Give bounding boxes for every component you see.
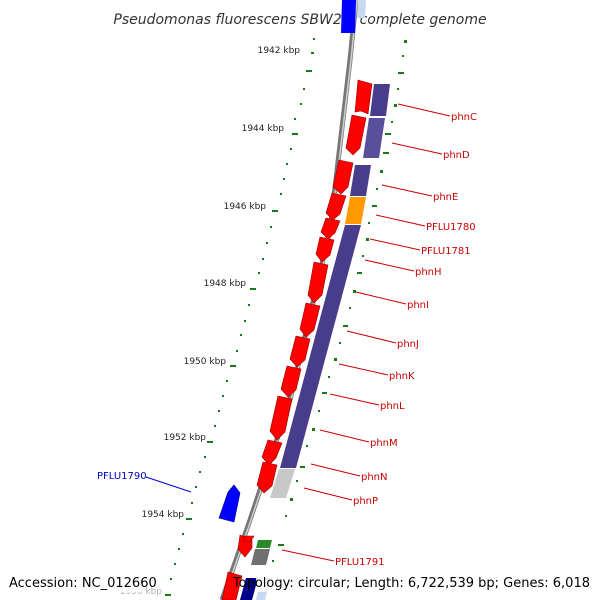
operon-block-phnE[interactable] [350,165,371,196]
feature-green-small[interactable] [256,540,272,548]
leader-phnD [391,142,443,155]
leader-PFLU1791 [281,549,335,562]
footer-backdrop-left [6,572,146,592]
leader-phnN [310,463,361,477]
operon-block-grey[interactable] [270,469,295,498]
leader-phnI [355,291,407,305]
gene-leader-lines [281,103,451,562]
orange-gene-PFLU1780[interactable] [345,197,366,224]
cds-phnP[interactable] [256,461,278,494]
gene-label-phnL[interactable]: phnL [380,401,405,412]
gene-label-phnC[interactable]: phnC [451,112,477,123]
leader-phnH [364,259,415,272]
footer-backdrop-right [256,572,596,592]
gene-label-PFLU1780[interactable]: PFLU1780 [426,222,476,233]
tick-label-1946: 1946 kbp [224,202,267,212]
gene-label-phnI[interactable]: phnI [407,300,429,311]
tick-label-1948: 1948 kbp [204,279,247,289]
scale-track [165,38,315,596]
gene-label-phnJ[interactable]: phnJ [397,339,419,350]
cds-bottom-1[interactable] [221,571,243,600]
feature-bottom-navy[interactable] [240,578,258,600]
gene-label-phnE[interactable]: phnE [433,192,458,203]
operon-block-phnC[interactable] [370,84,390,116]
cds-phnC[interactable] [354,79,373,115]
leader-phnC [397,103,451,117]
gene-label-phnP[interactable]: phnP [353,496,378,507]
cds-phnI[interactable] [307,261,329,304]
tick-label-1954: 1954 kbp [142,510,185,520]
cds-phnN[interactable] [261,439,283,466]
operon-track [270,84,390,498]
accession-text: Accession: NC_012660 [9,576,157,591]
gene-label-phnN[interactable]: phnN [361,472,388,483]
map-title: Pseudomonas fluorescens SBW25, complete … [113,12,486,28]
feature-top-partial[interactable] [341,0,366,33]
leader-PFLU1781 [369,238,421,251]
leader-phnJ [346,330,397,344]
leader-phnE [381,184,433,197]
tick-label-1942: 1942 kbp [258,46,301,56]
gene-label-phnM[interactable]: phnM [370,438,398,449]
gene-label-PFLU1791[interactable]: PFLU1791 [335,557,385,568]
scale-labels: 1942 kbp 1944 kbp 1946 kbp 1948 kbp 1950… [120,46,301,597]
forward-cds-track [221,79,373,600]
cds-small-red-1791[interactable] [243,535,255,543]
cds-partial-top-light[interactable] [357,0,366,18]
leader-phnP [303,487,353,501]
cds-phnJ[interactable] [299,302,321,338]
gene-label-phnH[interactable]: phnH [415,267,442,278]
gene-label-phnD[interactable]: phnD [443,150,470,161]
feature-grey-small[interactable] [251,549,270,565]
operon-block-phnD[interactable] [363,118,385,158]
leader-phnL [329,393,380,406]
tick-label-1944: 1944 kbp [242,124,285,134]
cds-phnH[interactable] [315,236,335,263]
leader-phnK [338,363,389,376]
cds-phnM[interactable] [269,395,293,441]
cds-partial-top-blue[interactable] [341,0,356,33]
gene-labels: phnC phnD phnE PFLU1780 PFLU1781 phnH ph… [335,112,477,568]
gene-label-PFLU1781[interactable]: PFLU1781 [421,246,471,257]
genome-summary-text: Topology: circular; Length: 6,722,539 bp… [232,576,590,591]
tick-label-1950: 1950 kbp [184,357,227,367]
reverse-cds-track [218,484,241,523]
cds-phnL[interactable] [280,365,302,398]
cds-phnE[interactable] [332,159,354,195]
operon-band-long[interactable] [280,225,361,468]
cds-PFLU1780[interactable] [325,192,347,221]
leader-phnM [319,429,370,443]
leader-PFLU1790 [145,476,192,493]
cds-phnD[interactable] [345,114,367,156]
cds-phnK[interactable] [289,335,311,368]
leader-PFLU1780 [375,214,426,227]
cds-PFLU1781[interactable] [320,217,341,240]
gene-label-phnK[interactable]: phnK [389,371,415,382]
tick-label-1952: 1952 kbp [164,433,207,443]
gene-label-PFLU1790[interactable]: PFLU1790 [97,471,147,482]
cds-PFLU1790[interactable] [218,484,241,523]
